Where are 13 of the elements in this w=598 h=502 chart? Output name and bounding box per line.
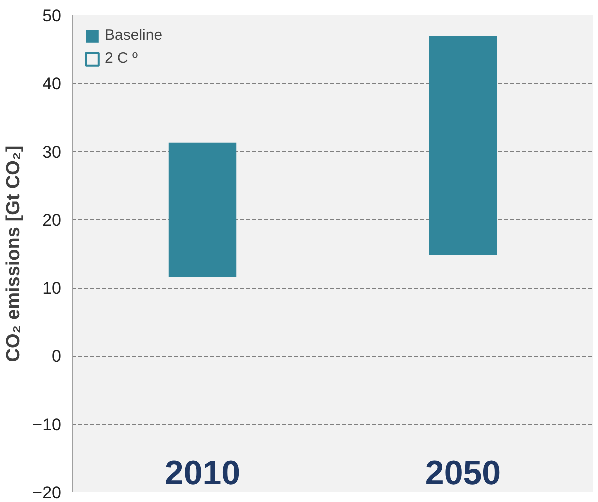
x-tick-label: 2010: [164, 454, 241, 492]
y-tick-label: 0: [52, 347, 62, 366]
y-tick-label: 40: [42, 74, 62, 94]
y-tick-label: 30: [42, 142, 62, 162]
x-tick-label: 2050: [425, 454, 502, 492]
y-axis-title: CO₂ emissions [Gt CO₂]: [4, 146, 25, 362]
y-tick-label: 20: [42, 210, 62, 230]
y-tick-label: −10: [32, 415, 62, 434]
y-tick-label: 10: [42, 279, 62, 298]
legend-label: 2 C º: [105, 50, 138, 67]
y-tick-label: 50: [42, 6, 62, 26]
y-tick-label: −20: [32, 484, 62, 502]
legend-label: Baseline: [105, 27, 163, 44]
